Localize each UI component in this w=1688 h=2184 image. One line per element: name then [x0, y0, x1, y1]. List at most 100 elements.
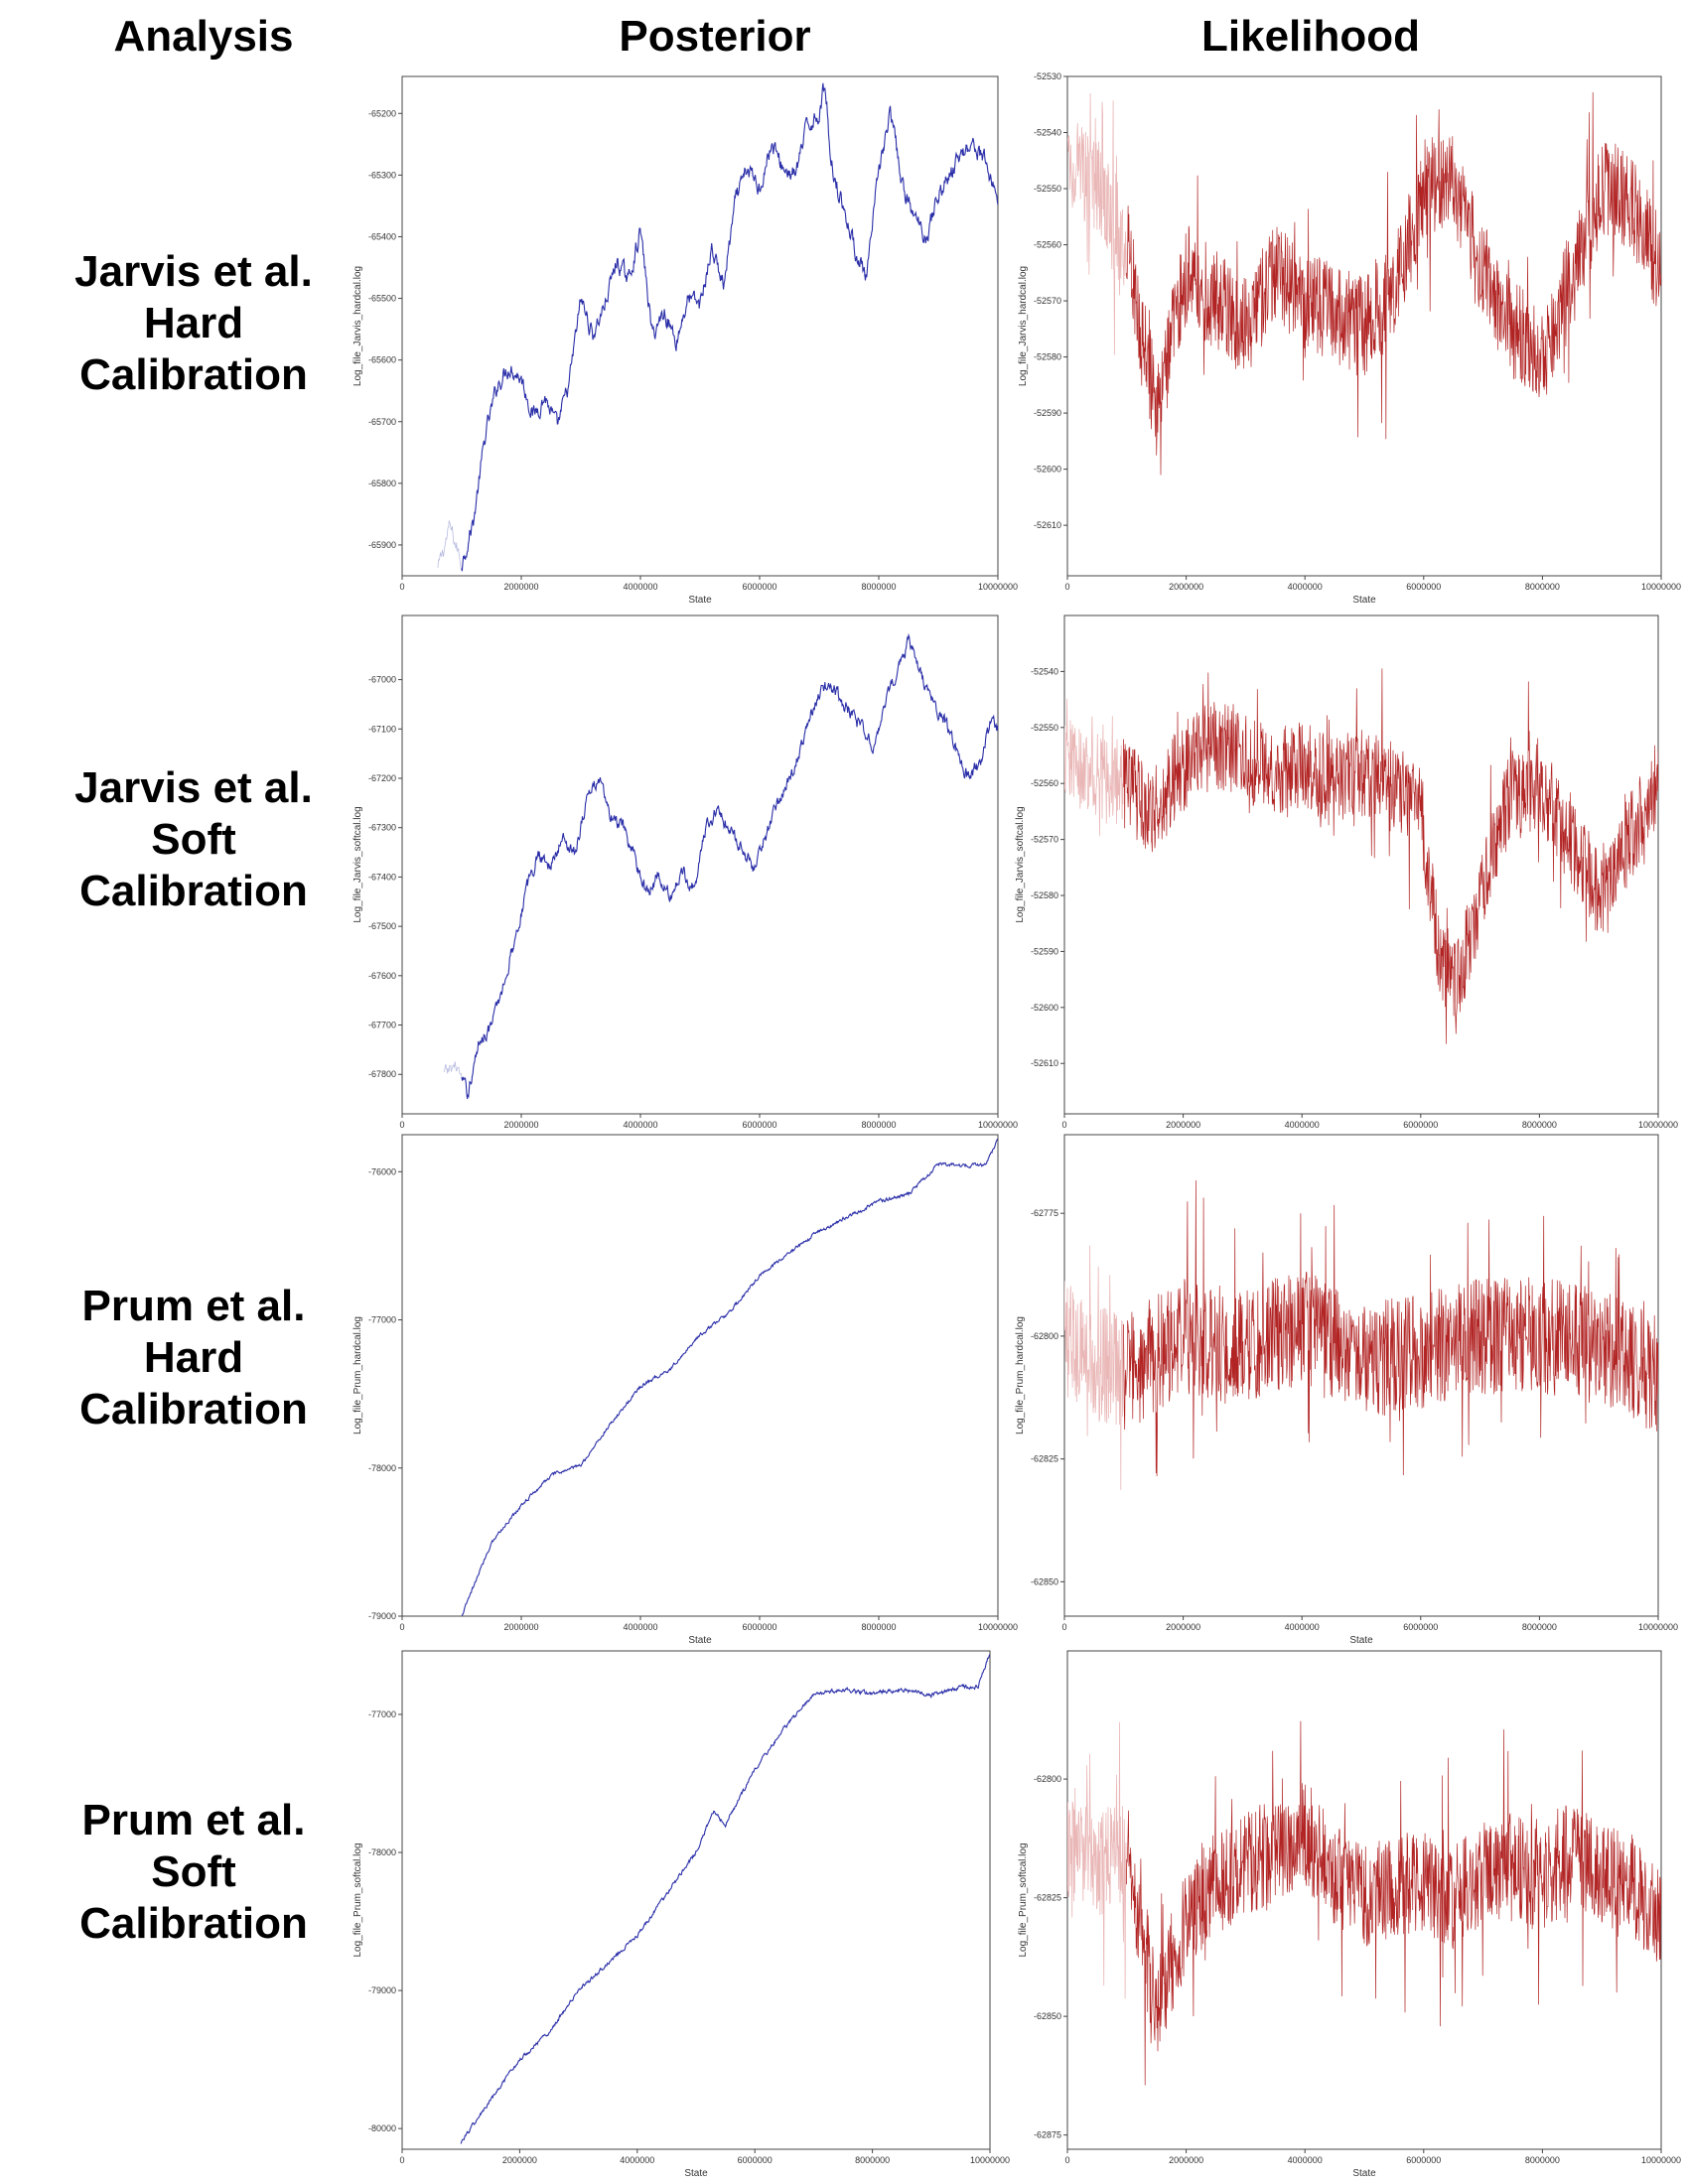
x-tick-label: 8000000	[1522, 1622, 1557, 1632]
y-tick-label: -65300	[368, 170, 396, 180]
row-label-line: Jarvis et al.	[74, 763, 313, 812]
x-tick-label: 2000000	[503, 1622, 538, 1632]
y-tick-label: -52590	[1031, 946, 1058, 956]
x-tick-label: 6000000	[742, 582, 776, 592]
y-tick-label: -52560	[1034, 240, 1061, 250]
x-tick-label: 6000000	[1403, 1120, 1438, 1130]
row-label-line: Prum et al.	[81, 1282, 306, 1330]
x-tick-label: 4000000	[623, 582, 657, 592]
y-tick-label: -67100	[368, 724, 396, 734]
x-tick-label: 0	[399, 1120, 404, 1130]
trace-line	[461, 632, 998, 1100]
row-label-jarvis-soft: Jarvis et al. Soft Calibration	[40, 762, 348, 917]
y-tick-label: -52550	[1031, 723, 1058, 733]
y-tick-label: -62875	[1034, 2130, 1061, 2140]
y-tick-label: -67400	[368, 872, 396, 882]
x-tick-label: 0	[399, 2155, 404, 2165]
trace-line	[462, 1138, 998, 1616]
trace-line	[1126, 1720, 1661, 2086]
row-label-prum-soft: Prum et al. Soft Calibration	[40, 1795, 348, 1950]
x-tick-label: 4000000	[623, 1120, 657, 1130]
y-axis-label: Log_file_Jarvis_softcal.log	[1015, 806, 1026, 922]
y-tick-label: -52600	[1031, 1003, 1058, 1013]
y-tick-label: -67600	[368, 971, 396, 981]
x-tick-label: 0	[1064, 2155, 1069, 2165]
y-tick-label: -76000	[368, 1166, 396, 1176]
x-tick-label: 10000000	[1641, 2155, 1681, 2165]
y-tick-label: -62850	[1031, 1576, 1058, 1586]
row-label-line: Prum et al.	[81, 1796, 306, 1844]
trace-line	[1126, 91, 1661, 476]
x-tick-label: 6000000	[738, 2155, 773, 2165]
x-tick-label: 8000000	[1525, 582, 1560, 592]
header-likelihood: Likelihood	[1201, 12, 1420, 61]
row-label-line: Calibration	[79, 1385, 308, 1433]
y-tick-label: -77000	[368, 1315, 396, 1325]
trace-line	[461, 82, 998, 572]
plot-frame	[401, 1650, 991, 2150]
x-tick-label: 6000000	[742, 1120, 776, 1130]
row-label-line: Soft	[151, 815, 236, 864]
x-tick-label: 10000000	[978, 582, 1018, 592]
x-tick-label: 2000000	[1169, 582, 1203, 592]
x-tick-label: 10000000	[1641, 582, 1681, 592]
y-tick-label: -52610	[1034, 520, 1061, 530]
burnin-trace-line	[1067, 1721, 1128, 1999]
y-axis-label: Log_file_Prum_hardcal.log	[352, 1316, 363, 1434]
x-tick-label: 10000000	[1638, 1622, 1678, 1632]
x-tick-label: 2000000	[503, 1120, 538, 1130]
x-tick-label: 2000000	[1166, 1120, 1200, 1130]
x-tick-label: 4000000	[1285, 1622, 1320, 1632]
x-tick-label: 6000000	[1406, 2155, 1441, 2165]
x-axis-label: State	[1352, 2168, 1376, 2179]
burnin-trace-line	[1067, 92, 1128, 355]
y-tick-label: -78000	[368, 1847, 396, 1857]
y-tick-label: -67800	[368, 1069, 396, 1079]
y-tick-label: -65700	[368, 417, 396, 427]
row-label-prum-hard: Prum et al. Hard Calibration	[40, 1281, 348, 1435]
x-tick-label: 10000000	[1638, 1120, 1678, 1130]
x-tick-label: 0	[1061, 1622, 1066, 1632]
x-tick-label: 8000000	[855, 2155, 890, 2165]
x-tick-label: 4000000	[620, 2155, 654, 2165]
y-tick-label: -62825	[1034, 1893, 1061, 1903]
x-tick-label: 2000000	[1169, 2155, 1203, 2165]
y-tick-label: -79000	[368, 1611, 396, 1621]
row-label-line: Calibration	[79, 350, 308, 399]
trace-line	[1123, 1179, 1658, 1477]
x-tick-label: 4000000	[1288, 2155, 1323, 2165]
y-tick-label: -52540	[1031, 666, 1058, 676]
x-axis-label: State	[684, 2168, 708, 2179]
x-tick-label: 8000000	[861, 1622, 896, 1632]
y-tick-label: -65400	[368, 231, 396, 241]
row-label-line: Jarvis et al.	[74, 247, 313, 296]
x-axis-label: State	[1352, 595, 1376, 606]
y-tick-label: -52580	[1034, 352, 1061, 362]
x-tick-label: 6000000	[742, 1622, 776, 1632]
header-analysis: Analysis	[113, 12, 294, 61]
x-tick-label: 10000000	[978, 1622, 1018, 1632]
y-tick-label: -65500	[368, 294, 396, 304]
plot-frame	[401, 1134, 999, 1617]
y-axis-label: Log_file_Jarvis_hardcal.log	[1018, 266, 1029, 386]
y-axis-label: Log_file_Jarvis_hardcal.log	[352, 266, 363, 386]
y-tick-label: -52590	[1034, 408, 1061, 418]
y-tick-label: -62800	[1034, 1774, 1061, 1784]
x-tick-label: 8000000	[861, 1120, 896, 1130]
y-tick-label: -65600	[368, 355, 396, 365]
y-tick-label: -52560	[1031, 778, 1058, 788]
x-tick-label: 4000000	[1285, 1120, 1320, 1130]
row-label-line: Calibration	[79, 867, 308, 915]
y-tick-label: -65200	[368, 108, 396, 118]
x-axis-label: State	[1349, 1635, 1373, 1646]
y-tick-label: -65900	[368, 540, 396, 550]
y-tick-label: -52600	[1034, 465, 1061, 475]
y-tick-label: -52550	[1034, 184, 1061, 194]
y-axis-label: Log_file_Prum_softcal.log	[1018, 1843, 1029, 1957]
x-tick-label: 10000000	[978, 1120, 1018, 1130]
x-tick-label: 0	[1061, 1120, 1066, 1130]
